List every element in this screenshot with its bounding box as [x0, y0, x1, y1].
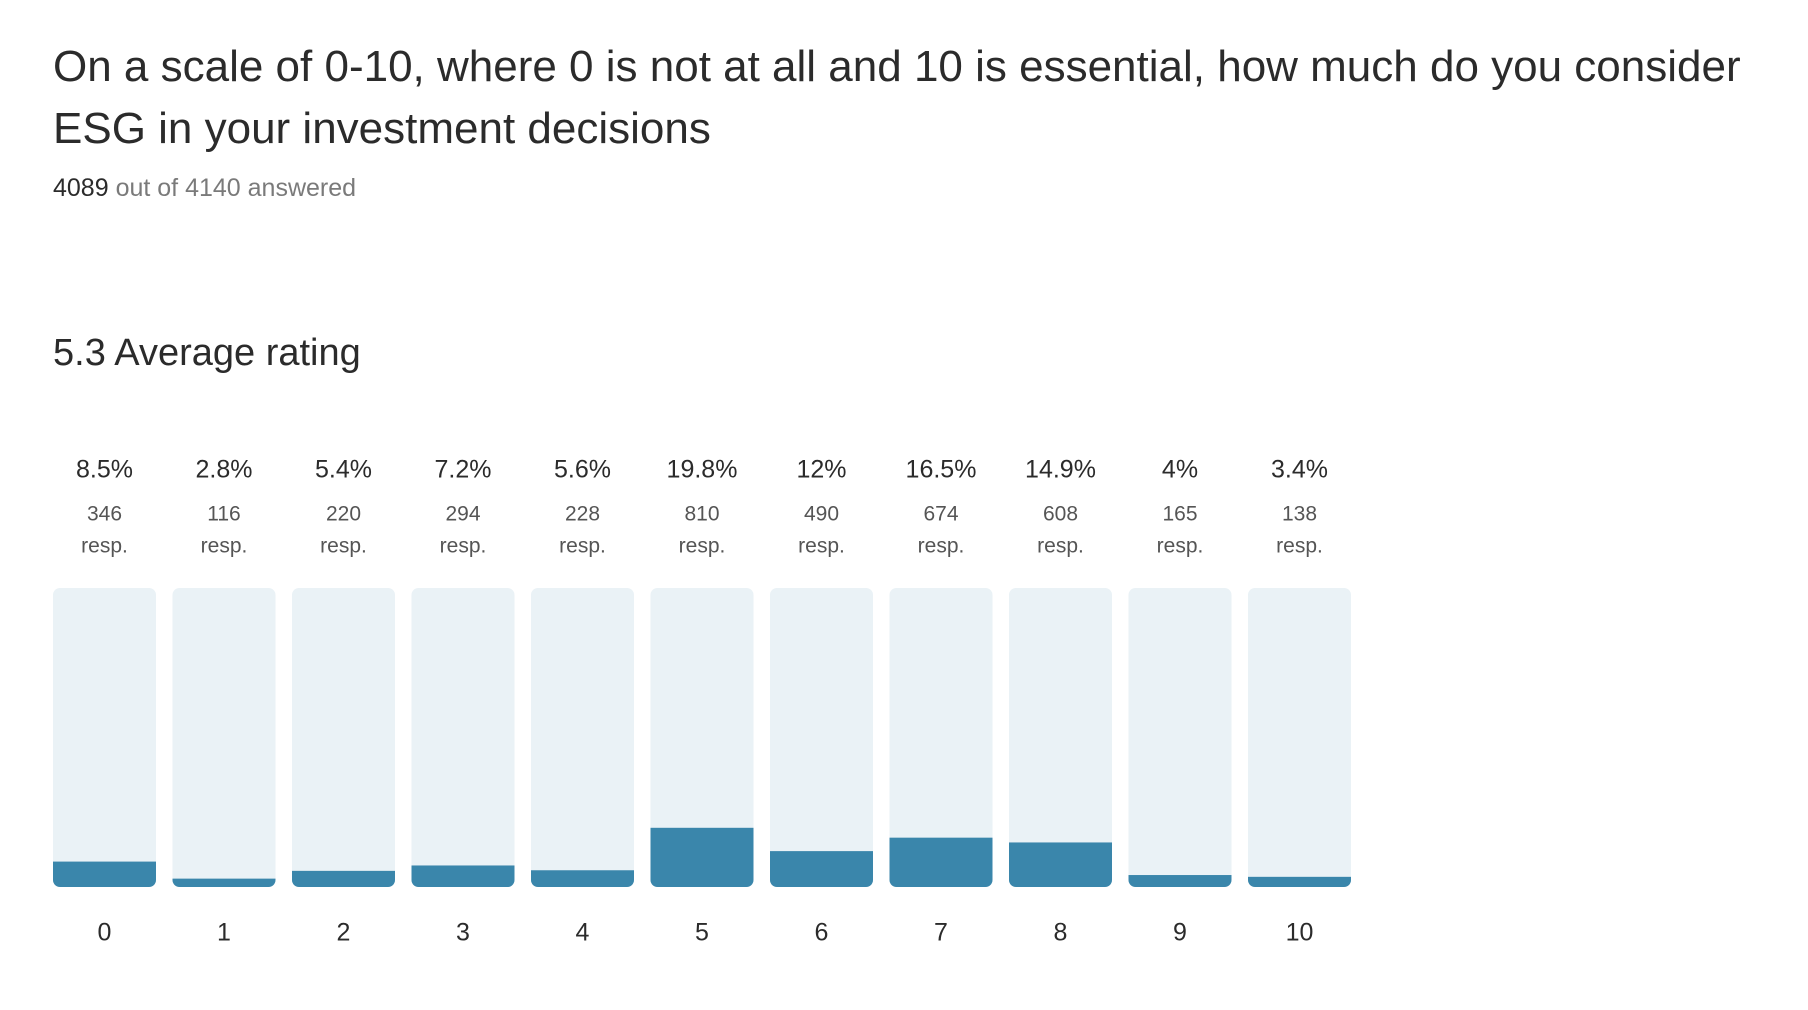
category-label: 3 [456, 919, 470, 947]
bar [531, 870, 634, 887]
response-unit: resp. [918, 535, 965, 558]
bar-track [770, 588, 873, 887]
percent-label: 4% [1162, 456, 1198, 484]
average-label: Average rating [114, 332, 361, 374]
answered-text: out of 4140 answered [115, 174, 357, 202]
bar-track [650, 588, 754, 887]
bar-track [292, 588, 395, 887]
category-label: 7 [934, 919, 948, 947]
percent-label: 19.8% [667, 456, 738, 484]
category-label: 8 [1054, 919, 1068, 947]
question-title: On a scale of 0-10, where 0 is not at al… [53, 42, 1741, 153]
response-count: 810 [684, 503, 719, 526]
bar-track [1248, 588, 1351, 887]
bar [1248, 876, 1351, 887]
response-unit: resp. [320, 535, 367, 558]
bar-track [1128, 588, 1232, 887]
response-unit: resp. [201, 535, 248, 558]
response-unit: resp. [1157, 535, 1204, 558]
category-label: 6 [815, 919, 829, 947]
response-count: 138 [1282, 503, 1317, 526]
response-count: 165 [1162, 503, 1197, 526]
response-unit: resp. [559, 535, 606, 558]
bar [53, 861, 156, 887]
average-rating: 5.3 Average rating [53, 332, 361, 375]
bar-track [53, 588, 156, 887]
response-unit: resp. [798, 535, 845, 558]
category-label: 9 [1173, 919, 1187, 947]
category-label: 4 [576, 919, 590, 947]
response-count: 116 [207, 503, 240, 526]
header: On a scale of 0-10, where 0 is not at al… [53, 36, 1793, 203]
average-value: 5.3 [53, 332, 106, 374]
response-count: 674 [923, 503, 958, 526]
bar-track [1009, 588, 1112, 887]
bar [770, 851, 873, 887]
bar [172, 878, 276, 887]
percent-label: 3.4% [1271, 456, 1328, 484]
bar [650, 827, 754, 887]
bar-track [531, 588, 634, 887]
category-label: 0 [98, 919, 112, 947]
bar-track [889, 588, 993, 887]
bar [1009, 842, 1112, 887]
response-unit: resp. [81, 535, 128, 558]
bar-track [172, 588, 276, 887]
category-label: 10 [1286, 919, 1314, 947]
category-label: 1 [217, 919, 231, 947]
answered-count: 4089 [53, 174, 109, 202]
category-label: 2 [337, 919, 351, 947]
answered-summary: 4089 out of 4140 answered [53, 174, 1793, 203]
bar [292, 870, 395, 887]
bar [1128, 875, 1232, 887]
response-count: 490 [804, 503, 839, 526]
response-count: 346 [87, 503, 122, 526]
bar [889, 837, 993, 887]
response-unit: resp. [679, 535, 726, 558]
percent-label: 16.5% [906, 456, 977, 484]
percent-label: 14.9% [1025, 456, 1096, 484]
percent-label: 8.5% [76, 456, 133, 484]
percent-label: 5.4% [315, 456, 372, 484]
response-count: 220 [326, 503, 361, 526]
response-count: 228 [565, 503, 600, 526]
bar-track [411, 588, 515, 887]
percent-label: 5.6% [554, 456, 611, 484]
percent-label: 2.8% [196, 456, 253, 484]
response-unit: resp. [1037, 535, 1084, 558]
response-unit: resp. [440, 535, 487, 558]
percent-label: 7.2% [435, 456, 492, 484]
bar [411, 865, 515, 887]
percent-label: 12% [796, 456, 846, 484]
category-label: 5 [695, 919, 709, 947]
response-unit: resp. [1276, 535, 1323, 558]
response-count: 608 [1043, 503, 1078, 526]
response-count: 294 [445, 503, 480, 526]
